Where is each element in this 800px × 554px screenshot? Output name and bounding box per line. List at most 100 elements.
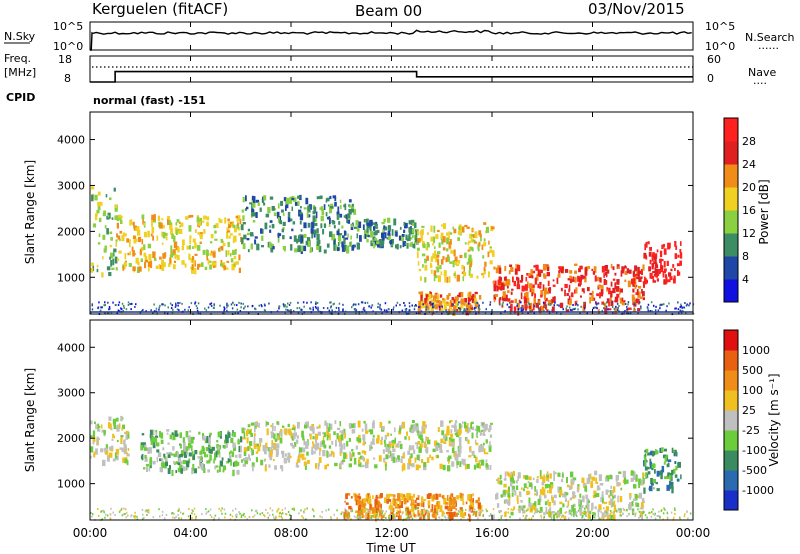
data-cell xyxy=(399,425,402,429)
data-cell xyxy=(472,498,474,503)
data-cell xyxy=(322,431,325,435)
data-cell xyxy=(617,495,619,503)
colorbar-tick-label: 20 xyxy=(742,181,756,194)
data-cell xyxy=(455,454,459,462)
data-cell xyxy=(645,256,648,260)
data-cell xyxy=(517,472,521,479)
data-cell xyxy=(214,230,217,234)
data-cell xyxy=(378,455,382,462)
data-cell xyxy=(359,504,362,511)
data-cell xyxy=(102,234,106,240)
data-cell xyxy=(457,294,460,298)
data-cell xyxy=(329,301,331,304)
data-cell xyxy=(434,304,439,310)
data-cell xyxy=(375,494,378,499)
data-cell xyxy=(247,446,250,451)
data-cell xyxy=(410,453,413,459)
data-cell xyxy=(668,302,670,305)
data-cell xyxy=(265,463,267,466)
data-cell xyxy=(490,513,492,516)
data-cell xyxy=(593,490,597,495)
data-cell xyxy=(153,303,155,306)
data-cell xyxy=(204,266,208,270)
data-cell xyxy=(220,263,224,267)
data-cell xyxy=(278,233,282,237)
data-cell xyxy=(430,305,434,313)
data-cell xyxy=(333,244,337,251)
data-cell xyxy=(230,450,232,454)
data-cell xyxy=(549,507,552,512)
data-cell xyxy=(408,514,411,517)
data-cell xyxy=(419,276,422,281)
data-cell xyxy=(516,303,520,310)
data-cell xyxy=(393,494,396,498)
data-cell xyxy=(569,275,572,279)
data-cell xyxy=(372,236,376,243)
data-cell xyxy=(399,515,402,521)
data-cell xyxy=(580,274,584,280)
data-cell xyxy=(532,284,535,288)
data-cell xyxy=(180,453,183,458)
data-cell xyxy=(674,267,676,271)
data-cell xyxy=(115,448,120,455)
data-cell xyxy=(406,242,409,249)
data-cell xyxy=(361,456,364,461)
data-cell xyxy=(167,468,171,474)
data-cell xyxy=(583,302,585,305)
data-cell xyxy=(399,226,402,230)
data-cell xyxy=(610,263,613,269)
data-cell xyxy=(374,230,378,235)
data-cell xyxy=(510,508,513,511)
data-cell xyxy=(282,425,285,428)
data-cell xyxy=(351,306,353,309)
data-cell xyxy=(576,511,578,514)
data-cell xyxy=(92,437,96,442)
data-cell xyxy=(253,441,256,447)
data-cell xyxy=(114,452,117,459)
y-tick-label: 4000 xyxy=(57,134,85,147)
data-cell xyxy=(621,301,625,306)
data-cell xyxy=(484,261,487,267)
data-cell xyxy=(123,306,125,309)
data-cell xyxy=(399,493,404,497)
data-cell xyxy=(385,446,389,452)
data-cell xyxy=(242,215,245,222)
data-cell xyxy=(600,496,602,503)
data-cell xyxy=(243,307,245,310)
data-cell xyxy=(649,272,653,279)
data-cell xyxy=(620,514,622,517)
data-cell xyxy=(100,424,103,429)
data-cell xyxy=(338,302,341,305)
data-cell xyxy=(178,230,180,234)
data-cell xyxy=(288,428,292,435)
data-cell xyxy=(464,303,466,307)
data-cell xyxy=(399,500,401,506)
data-cell xyxy=(630,470,634,476)
data-cell xyxy=(410,513,413,516)
data-cell xyxy=(586,312,588,315)
data-cell xyxy=(432,306,434,309)
data-cell xyxy=(592,297,596,301)
data-cell xyxy=(232,225,236,228)
data-cell xyxy=(437,275,441,283)
data-cell xyxy=(459,492,462,499)
data-cell xyxy=(144,447,148,451)
data-cell xyxy=(106,228,109,235)
data-cell xyxy=(565,309,570,312)
data-cell xyxy=(302,435,305,441)
data-cell xyxy=(364,461,369,468)
data-cell xyxy=(446,301,449,305)
colorbar-swatch xyxy=(724,233,738,257)
data-cell xyxy=(148,254,152,261)
data-cell xyxy=(448,437,452,442)
data-cell xyxy=(252,422,256,425)
data-cell xyxy=(109,256,111,260)
data-cell xyxy=(377,434,380,441)
data-cell xyxy=(624,270,628,275)
data-cell xyxy=(520,500,523,503)
data-cell xyxy=(453,228,457,234)
data-cell xyxy=(381,426,385,430)
data-cell xyxy=(136,515,138,518)
data-cell xyxy=(558,269,560,274)
data-cell xyxy=(345,516,347,519)
